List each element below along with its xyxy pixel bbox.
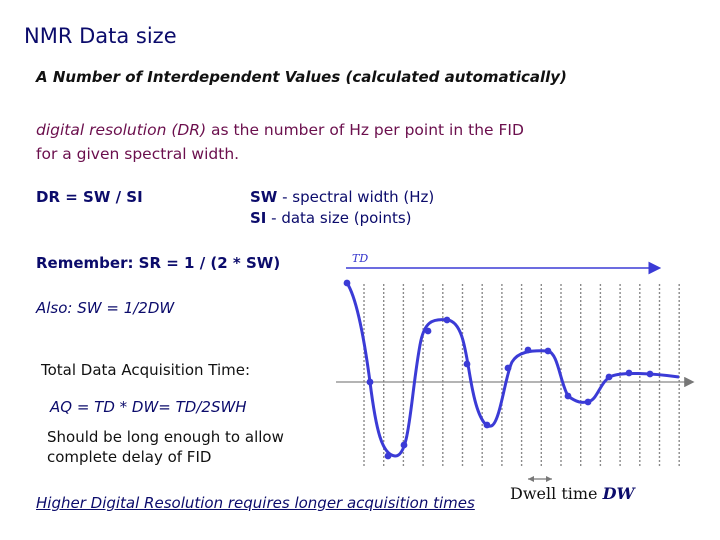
aq-formula: AQ = TD * DW= TD/2SWH [50,398,247,416]
fid-sample-point [605,373,613,381]
total-acquisition-label: Total Data Acquisition Time: [41,361,251,379]
fid-delay-note: Should be long enough to allow complete … [47,428,284,466]
resolution-note: Higher Digital Resolution requires longe… [36,494,475,512]
sw-text: - spectral width (Hz) [277,188,435,206]
fid-sample-point [443,316,451,324]
dr-definition-line1: digital resolution (DR) as the number of… [36,121,524,139]
fid-curve [345,282,680,458]
fid-sample-point [343,279,351,287]
fid-sample-point [483,421,491,429]
fid-sample-point [646,370,654,378]
fid-sample-point [384,452,392,460]
sampling-lines [363,284,680,466]
page-title: NMR Data size [24,24,177,48]
dwell-time-label: Dwell time DW [510,484,634,503]
dwell-text: Dwell time [510,484,603,503]
dr-definition-line2: for a given spectral width. [36,145,240,163]
fid-sample-point [544,347,552,355]
fid-sample-point [400,441,408,449]
fid-sample-point [564,392,572,400]
fid-sample-point [625,369,633,377]
si-definition: SI - data size (points) [250,209,412,227]
fid-sample-point [424,327,432,335]
dr-term: digital resolution (DR) [36,121,207,139]
fid-sample-point [463,360,471,368]
subtitle: A Number of Interdependent Values (calcu… [36,68,567,86]
fid-sample-point [584,398,592,406]
sw-key: SW [250,188,278,206]
fid-sample-point [366,378,374,386]
dwell-symbol: DW [602,484,635,503]
dr-definition-rest: as the number of Hz per point in the FID [206,121,524,139]
sw-definition: SW - spectral width (Hz) [250,188,434,206]
fid-sample-point [504,364,512,372]
si-text: - data size (points) [266,209,412,227]
also-formula: Also: SW = 1/2DW [36,299,175,317]
fid-sample-points [343,279,654,460]
si-key: SI [250,209,267,227]
dwell-time-arrow [528,476,552,482]
td-label: TD [352,252,369,265]
fid-sample-point [524,346,532,354]
remember-formula: Remember: SR = 1 / (2 * SW) [36,254,281,272]
formula-dr: DR = SW / SI [36,188,143,206]
